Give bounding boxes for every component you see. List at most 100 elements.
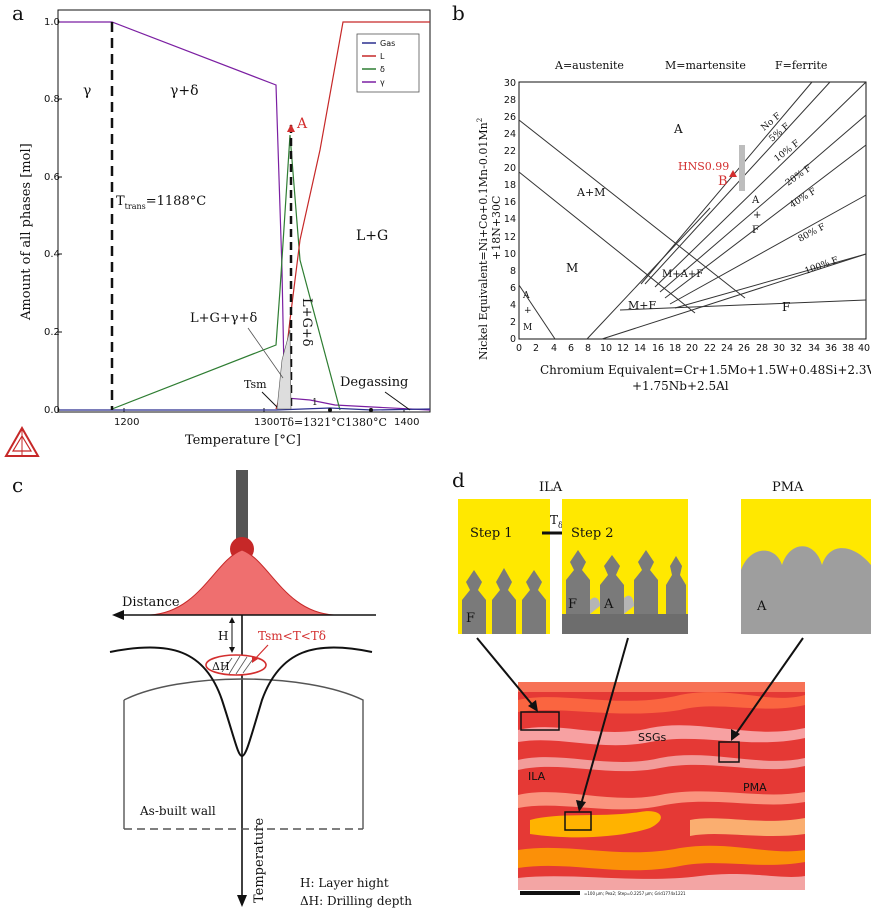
step2-f-label: F [568, 597, 577, 612]
pma-box-marker [718, 741, 740, 763]
svg-text:4: 4 [510, 300, 516, 311]
temperature-profile [109, 646, 373, 758]
svg-text:28: 28 [504, 95, 516, 106]
svg-text:30: 30 [504, 78, 516, 89]
label-lg: L+G [356, 228, 388, 244]
heat-distribution [149, 549, 335, 616]
panel-letter-c: c [12, 473, 23, 497]
svg-text:10: 10 [504, 249, 516, 260]
step1-label: Step 1 [470, 526, 513, 541]
svg-text:2: 2 [533, 343, 539, 354]
svg-text:26: 26 [504, 112, 516, 123]
label-l-g-delta: L+G+δ [299, 298, 314, 347]
panel-a: a 0.0 0.2 0.4 0.6 0.8 1.0 1200 1300 1400… [4, 1, 431, 457]
b-x-axis-line2: +1.75Nb+2.5Al [632, 379, 729, 393]
drilling-hatch [221, 655, 254, 675]
svg-text:18: 18 [504, 180, 516, 191]
panel-b: b A=austenite M=martensite F=ferrite 0 2 … [452, 1, 871, 393]
svg-text:20: 20 [504, 163, 516, 174]
svg-text:26: 26 [738, 343, 750, 354]
phase-boundaries [518, 81, 867, 340]
panel-letter-b: b [452, 1, 465, 25]
point-b-label: B [718, 174, 728, 189]
svg-text:18: 18 [669, 343, 681, 354]
region-af-plus: + [753, 210, 761, 221]
legend-drilling-depth: ΔH: Drilling depth [300, 894, 412, 908]
region-af-a: A [751, 195, 760, 206]
region-m: M [566, 261, 578, 275]
ytick-label: 0.6 [44, 172, 60, 183]
wall-top [123, 678, 364, 829]
label-tdelta: Tδ=1321°C [280, 416, 345, 429]
svg-text:16: 16 [652, 343, 664, 354]
dh-label: ΔH [212, 660, 230, 673]
svg-text:14: 14 [634, 343, 646, 354]
svg-text:16: 16 [504, 197, 516, 208]
b-y-axis-line2: +18N+30C [490, 196, 503, 260]
step1-f-label: F [466, 611, 475, 626]
map-pma-label: PMA [743, 781, 767, 794]
legend-layer-height: H: Layer hight [300, 876, 389, 890]
ytick-label: 0.2 [44, 327, 60, 338]
step2-label: Step 2 [571, 526, 614, 541]
step2-a-label: A [603, 597, 614, 612]
svg-text:2: 2 [510, 317, 516, 328]
legend: Gas L δ γ [356, 33, 420, 93]
region-f: F [782, 300, 790, 314]
svg-text:24: 24 [504, 129, 516, 140]
delta-curve [111, 134, 341, 411]
xtick-label: 1300 [254, 417, 279, 428]
hatched-region [276, 329, 292, 410]
torch-nozzle [236, 470, 248, 550]
map-ila-label: ILA [528, 770, 546, 783]
label-tsm: Tsm [244, 378, 267, 391]
svg-text:10: 10 [600, 343, 612, 354]
pointer-arrows [476, 637, 804, 809]
pma-grains [741, 546, 871, 634]
svg-text:36: 36 [825, 343, 837, 354]
legend-item: γ [380, 78, 385, 87]
region-am-small-m: M [523, 323, 532, 333]
svg-text:38: 38 [842, 343, 854, 354]
region-am-small-a: A [522, 291, 530, 301]
legend-item: L [380, 52, 385, 61]
hns-label: HNS0.99 [678, 160, 729, 173]
legend-item: δ [380, 65, 385, 74]
step1-dendrites [462, 568, 546, 634]
ssgs-label: SSGs [638, 731, 666, 744]
x-ticks: 1200 1300 1400 [114, 417, 419, 428]
svg-text:12: 12 [617, 343, 629, 354]
ytick-label: 0.0 [44, 405, 60, 416]
svg-text:28: 28 [756, 343, 768, 354]
ila-box-2 [564, 811, 592, 831]
step2-dendrites [566, 550, 686, 614]
asbuilt-label: As-built wall [139, 804, 216, 818]
pma-a-label: A [756, 599, 767, 614]
label-gamma: γ [83, 83, 91, 99]
panel-letter-d: d [452, 468, 465, 492]
temperature-label: Temperature [252, 818, 267, 903]
svg-text:8: 8 [585, 343, 591, 354]
composition-band [739, 145, 745, 191]
ila-title: ILA [539, 480, 563, 495]
svg-text:0: 0 [516, 343, 522, 354]
svg-text:14: 14 [504, 214, 516, 225]
ytick-label: 0.4 [44, 249, 60, 260]
svg-text:8: 8 [510, 266, 516, 277]
tsm-range-label: Tsm<T<Tδ [258, 629, 326, 643]
ila-box [520, 711, 560, 731]
xtick-label: 1200 [114, 417, 139, 428]
y-ticks: 0.0 0.2 0.4 0.6 0.8 1.0 [44, 17, 60, 416]
svg-text:40: 40 [858, 343, 870, 354]
svg-text:6: 6 [510, 283, 516, 294]
leader-line [247, 327, 284, 379]
panel-c: c Distance Temperature H As-built wall [12, 470, 412, 908]
ytick-label: 0.8 [44, 94, 60, 105]
svg-text:22: 22 [704, 343, 716, 354]
drilling-region [205, 654, 267, 676]
svg-text:0: 0 [510, 334, 516, 345]
distance-label: Distance [122, 595, 180, 610]
tdelta-label: Tδ [550, 513, 563, 530]
